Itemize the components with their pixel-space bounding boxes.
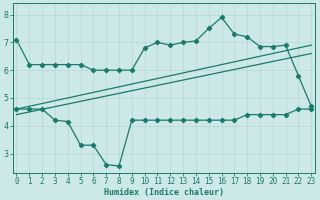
X-axis label: Humidex (Indice chaleur): Humidex (Indice chaleur) xyxy=(104,188,224,197)
